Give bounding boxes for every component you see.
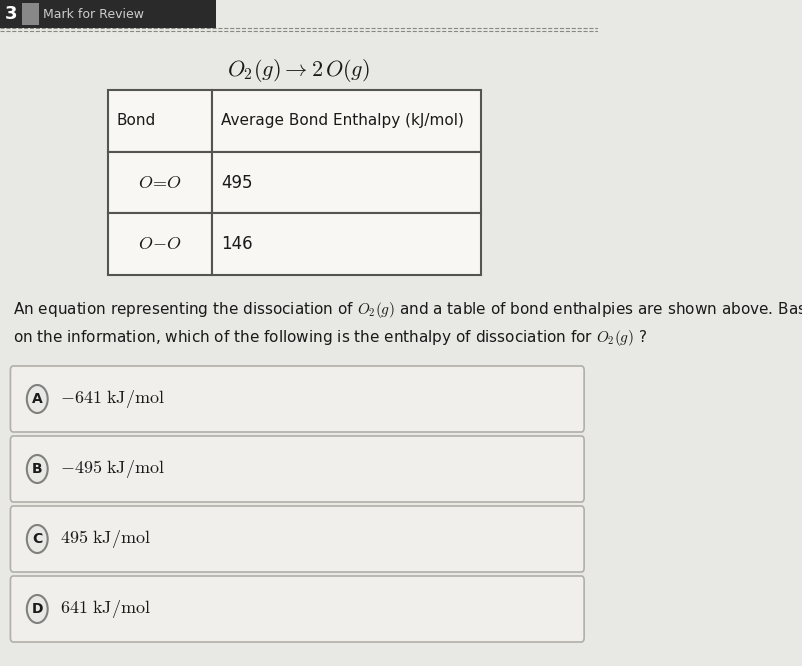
Bar [108, 213, 213, 275]
Bar [0, 0, 216, 28]
Text: $-495\ \mathrm{kJ/mol}$: $-495\ \mathrm{kJ/mol}$ [59, 458, 164, 480]
Text: B: B [32, 462, 43, 476]
Text: $O\!-\!O$: $O\!-\!O$ [138, 235, 182, 253]
FancyBboxPatch shape [10, 576, 584, 642]
Text: A: A [32, 392, 43, 406]
Circle shape [26, 525, 47, 553]
Text: $O_2(g) \rightarrow 2\,O(g)$: $O_2(g) \rightarrow 2\,O(g)$ [227, 57, 371, 83]
Bar [108, 152, 213, 213]
FancyBboxPatch shape [10, 506, 584, 572]
Text: Bond: Bond [117, 113, 156, 129]
Circle shape [26, 385, 47, 413]
Text: $641\ \mathrm{kJ/mol}$: $641\ \mathrm{kJ/mol}$ [59, 598, 151, 620]
Bar [213, 90, 480, 152]
Text: An equation representing the dissociation of $O_2(g)$ and a table of bond enthal: An equation representing the dissociatio… [14, 300, 802, 320]
Bar [22, 3, 38, 25]
FancyBboxPatch shape [10, 436, 584, 502]
Text: on the information, which of the following is the enthalpy of dissociation for $: on the information, which of the followi… [14, 328, 647, 348]
Text: $O\!=\!O$: $O\!=\!O$ [138, 174, 182, 192]
Text: $-641\ \mathrm{kJ/mol}$: $-641\ \mathrm{kJ/mol}$ [59, 388, 164, 410]
Bar [108, 90, 213, 152]
Circle shape [26, 455, 47, 483]
Text: Average Bond Enthalpy (kJ/mol): Average Bond Enthalpy (kJ/mol) [221, 113, 464, 129]
Text: 495: 495 [221, 174, 253, 192]
Text: C: C [32, 532, 43, 546]
FancyBboxPatch shape [10, 366, 584, 432]
Text: D: D [31, 602, 43, 616]
Text: Mark for Review: Mark for Review [43, 7, 144, 21]
Text: 146: 146 [221, 235, 253, 253]
Text: 3: 3 [5, 5, 18, 23]
Bar [213, 213, 480, 275]
Bar [213, 152, 480, 213]
Circle shape [26, 595, 47, 623]
Text: $495\ \mathrm{kJ/mol}$: $495\ \mathrm{kJ/mol}$ [59, 528, 151, 550]
